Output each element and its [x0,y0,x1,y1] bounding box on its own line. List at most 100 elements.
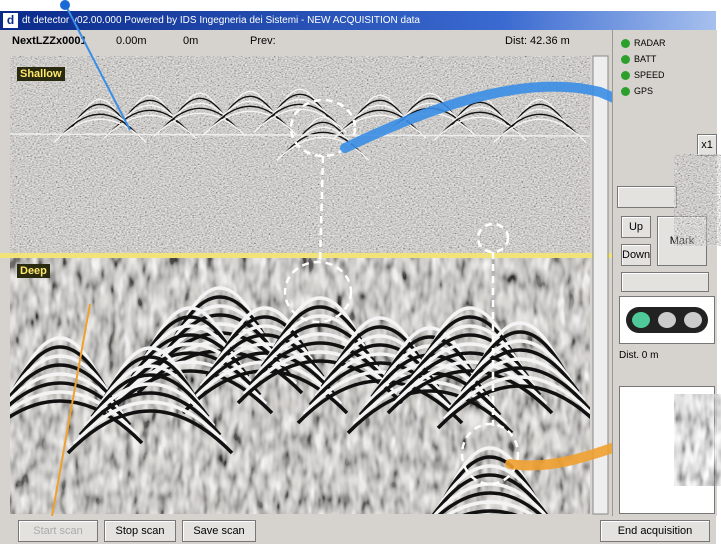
reflection [96,364,204,409]
reflection [442,455,538,500]
reflection [142,315,238,360]
reflection [253,108,347,133]
reflection [437,491,543,514]
file-name: NextLZZx0001 [12,35,87,47]
reflection [153,112,247,137]
indicator-label: BATT [634,54,657,64]
reflection [103,114,197,139]
reflection [102,355,198,400]
reflector-line [9,133,591,137]
up-button[interactable]: Up [621,216,651,238]
reflection [472,330,568,375]
deep-reflections [10,286,590,514]
reflection [10,354,114,399]
reflection [59,113,141,138]
reflection [326,334,434,379]
reflection [339,109,421,134]
reflection [160,313,280,358]
reflection [165,102,235,127]
reflection [346,389,514,435]
reflection [209,105,291,130]
reflection [78,391,222,437]
status-lights [626,307,708,333]
down-button[interactable]: Down [621,244,651,266]
orange-arrow [505,442,612,471]
reflection [66,409,234,455]
indicator: RADAR [621,38,666,49]
reflection [254,332,386,378]
prev: Prev: [250,35,276,47]
indicator: GPS [621,86,654,97]
reflection [199,342,331,388]
blue-pointer [60,0,131,131]
app-icon: d [3,13,18,28]
indicator-label: SPEED [634,70,665,80]
reflection [308,361,452,407]
zoom-button[interactable]: x1 [697,134,717,156]
reflection [109,109,191,134]
reflection [505,108,575,133]
reflection [302,370,458,416]
stop-scan-button[interactable]: Stop scan [104,520,176,542]
reflection [493,118,587,143]
annotations [283,98,520,486]
reflection [499,113,581,138]
reflection [90,373,210,418]
reflection [314,352,446,398]
reflection [265,98,335,123]
shallow-label: Shallow [17,67,65,81]
scan-status-box [619,296,715,344]
magnifier-top [672,152,721,248]
reflection [454,357,586,403]
reflection [84,382,216,428]
reflection [242,350,398,396]
radargram-view [0,52,612,516]
reflection [462,509,518,514]
reflection [10,363,120,408]
indicator-label: RADAR [634,38,666,48]
disabled-button [617,186,677,208]
reflection [386,369,554,415]
reflection [259,103,341,128]
reflection [333,114,427,139]
panel-distance: Dist. 0 m [619,350,659,361]
bottom-bar: Start scan Stop scan Save scan End acqui… [0,516,716,544]
reflection [436,464,544,509]
reflection [193,351,337,397]
reflection [211,324,319,369]
save-scan-button[interactable]: Save scan [182,520,256,542]
reflection [448,366,590,412]
panel-divider [0,253,612,258]
indicator: BATT [621,54,657,65]
reflection [276,136,370,161]
reflection [436,384,590,430]
reflection [332,325,428,370]
reflection [10,381,132,427]
reflection [72,400,228,446]
blue-arrow [340,81,612,153]
indicator: SPEED [621,70,665,81]
reflection [248,341,392,387]
reflection [432,473,548,514]
reflection [422,315,518,360]
title-bar: dt detector v02.00.000 Powered by IDS In… [0,11,716,30]
distance: Dist: 42.36 m [505,35,570,47]
position: 0.00m [116,35,147,47]
reflection [159,107,241,132]
end-acquisition-button[interactable]: End acquisition [600,520,710,542]
scrollbar [592,55,609,515]
reflection [433,482,547,514]
orange-pointer [51,303,91,516]
indicator-label: GPS [634,86,654,96]
reflection [442,375,590,421]
reflection [446,500,534,514]
reflection [460,348,580,393]
deep-label: Deep [17,264,50,278]
reflection [172,295,268,340]
reflection [466,339,574,384]
reflection [166,304,274,349]
reflection [215,100,285,125]
reflection [217,315,313,360]
reflection [445,106,515,131]
